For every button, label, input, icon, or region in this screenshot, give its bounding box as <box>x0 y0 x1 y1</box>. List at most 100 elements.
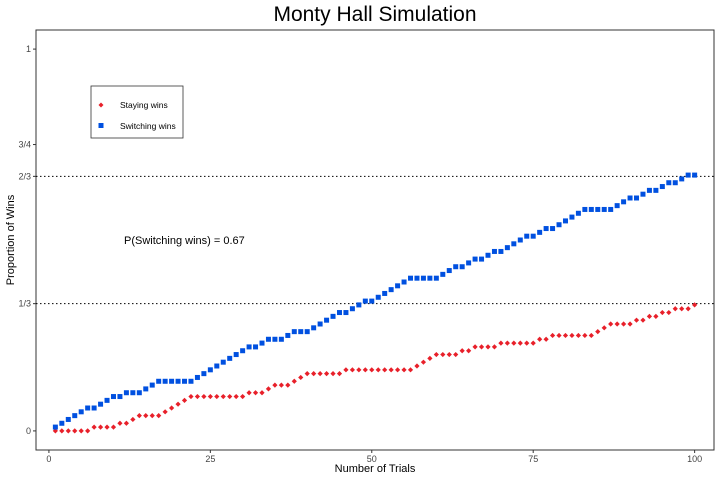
switching-wins-point <box>194 374 200 380</box>
staying-wins-point <box>311 371 317 377</box>
switching-wins-point <box>59 420 65 426</box>
switching-wins-point <box>162 378 168 384</box>
switching-wins-point <box>653 187 659 193</box>
staying-wins-point <box>530 340 536 346</box>
switching-wins-point <box>608 206 614 212</box>
staying-wins-point <box>188 393 194 400</box>
switching-wins-point <box>188 378 194 384</box>
reference-lines <box>36 175 714 305</box>
switching-wins-legend-key <box>98 123 104 128</box>
staying-wins-point <box>453 351 459 358</box>
staying-wins-point <box>149 413 155 419</box>
x-axis: 0 25 50 75 100 <box>46 450 702 464</box>
switching-wins-point <box>156 378 162 384</box>
switching-wins-point <box>614 203 620 209</box>
switching-wins-point <box>504 245 510 251</box>
staying-wins-point <box>169 405 175 411</box>
switching-wins-point <box>550 226 556 232</box>
staying-wins-point <box>459 348 465 354</box>
staying-wins-point <box>382 367 388 373</box>
staying-wins-point <box>420 359 427 365</box>
switching-wins-point <box>356 302 362 308</box>
staying-wins-point <box>375 367 381 373</box>
staying-wins-point <box>278 382 284 388</box>
switching-wins-point <box>601 206 607 212</box>
switching-probability-annotation: P(Switching wins) = 0.67 <box>124 235 245 247</box>
staying-wins-point <box>388 367 394 373</box>
staying-wins-point <box>485 344 491 350</box>
staying-wins-point <box>201 393 207 400</box>
switching-wins-point <box>304 329 310 335</box>
staying-wins-point <box>614 321 620 327</box>
staying-wins-point <box>227 393 233 400</box>
legend-box <box>90 85 184 139</box>
staying-wins-point <box>240 393 246 400</box>
switching-wins-point <box>117 394 123 400</box>
staying-wins-point <box>562 332 569 339</box>
switching-wins-point <box>588 206 594 212</box>
switching-wins-point <box>253 344 259 350</box>
staying-wins-point <box>252 390 259 396</box>
staying-wins-point <box>117 420 123 426</box>
switching-wins-point <box>149 382 155 388</box>
staying-wins-point <box>537 336 543 342</box>
staying-wins-point <box>504 340 510 346</box>
switching-wins-point <box>98 401 104 407</box>
staying-wins-point <box>472 344 478 350</box>
staying-wins-point <box>304 371 310 377</box>
switching-wins-point <box>685 172 691 178</box>
legend: Staying wins Switching wins <box>90 85 184 139</box>
switching-wins-point <box>556 222 562 228</box>
switching-wins-point <box>130 390 136 396</box>
staying-wins-legend-key <box>98 102 104 108</box>
switching-wins-point <box>175 378 181 384</box>
staying-wins-point <box>414 363 420 369</box>
switching-wins-point <box>666 180 672 186</box>
switching-wins-point <box>517 237 523 243</box>
y-tick-label: 1/3 <box>18 299 31 309</box>
switching-wins-point <box>408 275 414 281</box>
switching-wins-point <box>401 279 407 285</box>
switching-wins-point <box>382 290 388 296</box>
switching-wins-point <box>259 340 265 346</box>
switching-wins-point <box>227 355 233 361</box>
switching-wins-point <box>440 271 446 277</box>
switching-wins-point <box>123 390 129 396</box>
switching-wins-point <box>595 206 601 212</box>
switching-wins-point <box>336 310 342 316</box>
switching-wins-point <box>143 386 149 392</box>
staying-wins-point <box>692 302 698 308</box>
x-axis-label: Number of Trials <box>335 463 416 475</box>
switching-wins-point <box>278 336 284 342</box>
switching-wins-point <box>582 206 588 212</box>
switching-wins-point <box>491 248 497 254</box>
staying-wins-point <box>556 332 562 339</box>
switching-wins-point <box>530 233 536 239</box>
switching-wins-point <box>136 390 142 396</box>
y-tick-label: 1 <box>26 44 31 54</box>
data-points <box>52 172 698 434</box>
switching-wins-point <box>85 405 91 411</box>
switching-wins-point <box>311 325 317 331</box>
switching-wins-point <box>388 287 394 293</box>
staying-wins-point <box>65 428 71 434</box>
chart-title: Monty Hall Simulation <box>273 3 476 26</box>
staying-wins-point <box>130 416 136 423</box>
staying-wins-point <box>91 424 97 430</box>
staying-wins-point <box>220 393 226 400</box>
switching-wins-point <box>575 210 581 216</box>
staying-wins-point <box>330 371 336 377</box>
switching-wins-point <box>298 329 304 335</box>
switching-wins-point <box>543 226 549 232</box>
staying-wins-point <box>259 390 265 396</box>
staying-wins-point <box>52 428 58 434</box>
switching-wins-point <box>627 195 633 201</box>
switching-wins-point <box>272 336 278 342</box>
staying-wins-point <box>588 332 594 339</box>
y-tick-label: 2/3 <box>18 171 31 181</box>
staying-wins-point <box>156 413 162 419</box>
y-axis: 0 1/3 2/3 3/4 1 <box>18 44 36 436</box>
staying-wins-point <box>659 309 665 316</box>
staying-wins-point <box>627 321 633 327</box>
staying-wins-point <box>672 306 678 312</box>
